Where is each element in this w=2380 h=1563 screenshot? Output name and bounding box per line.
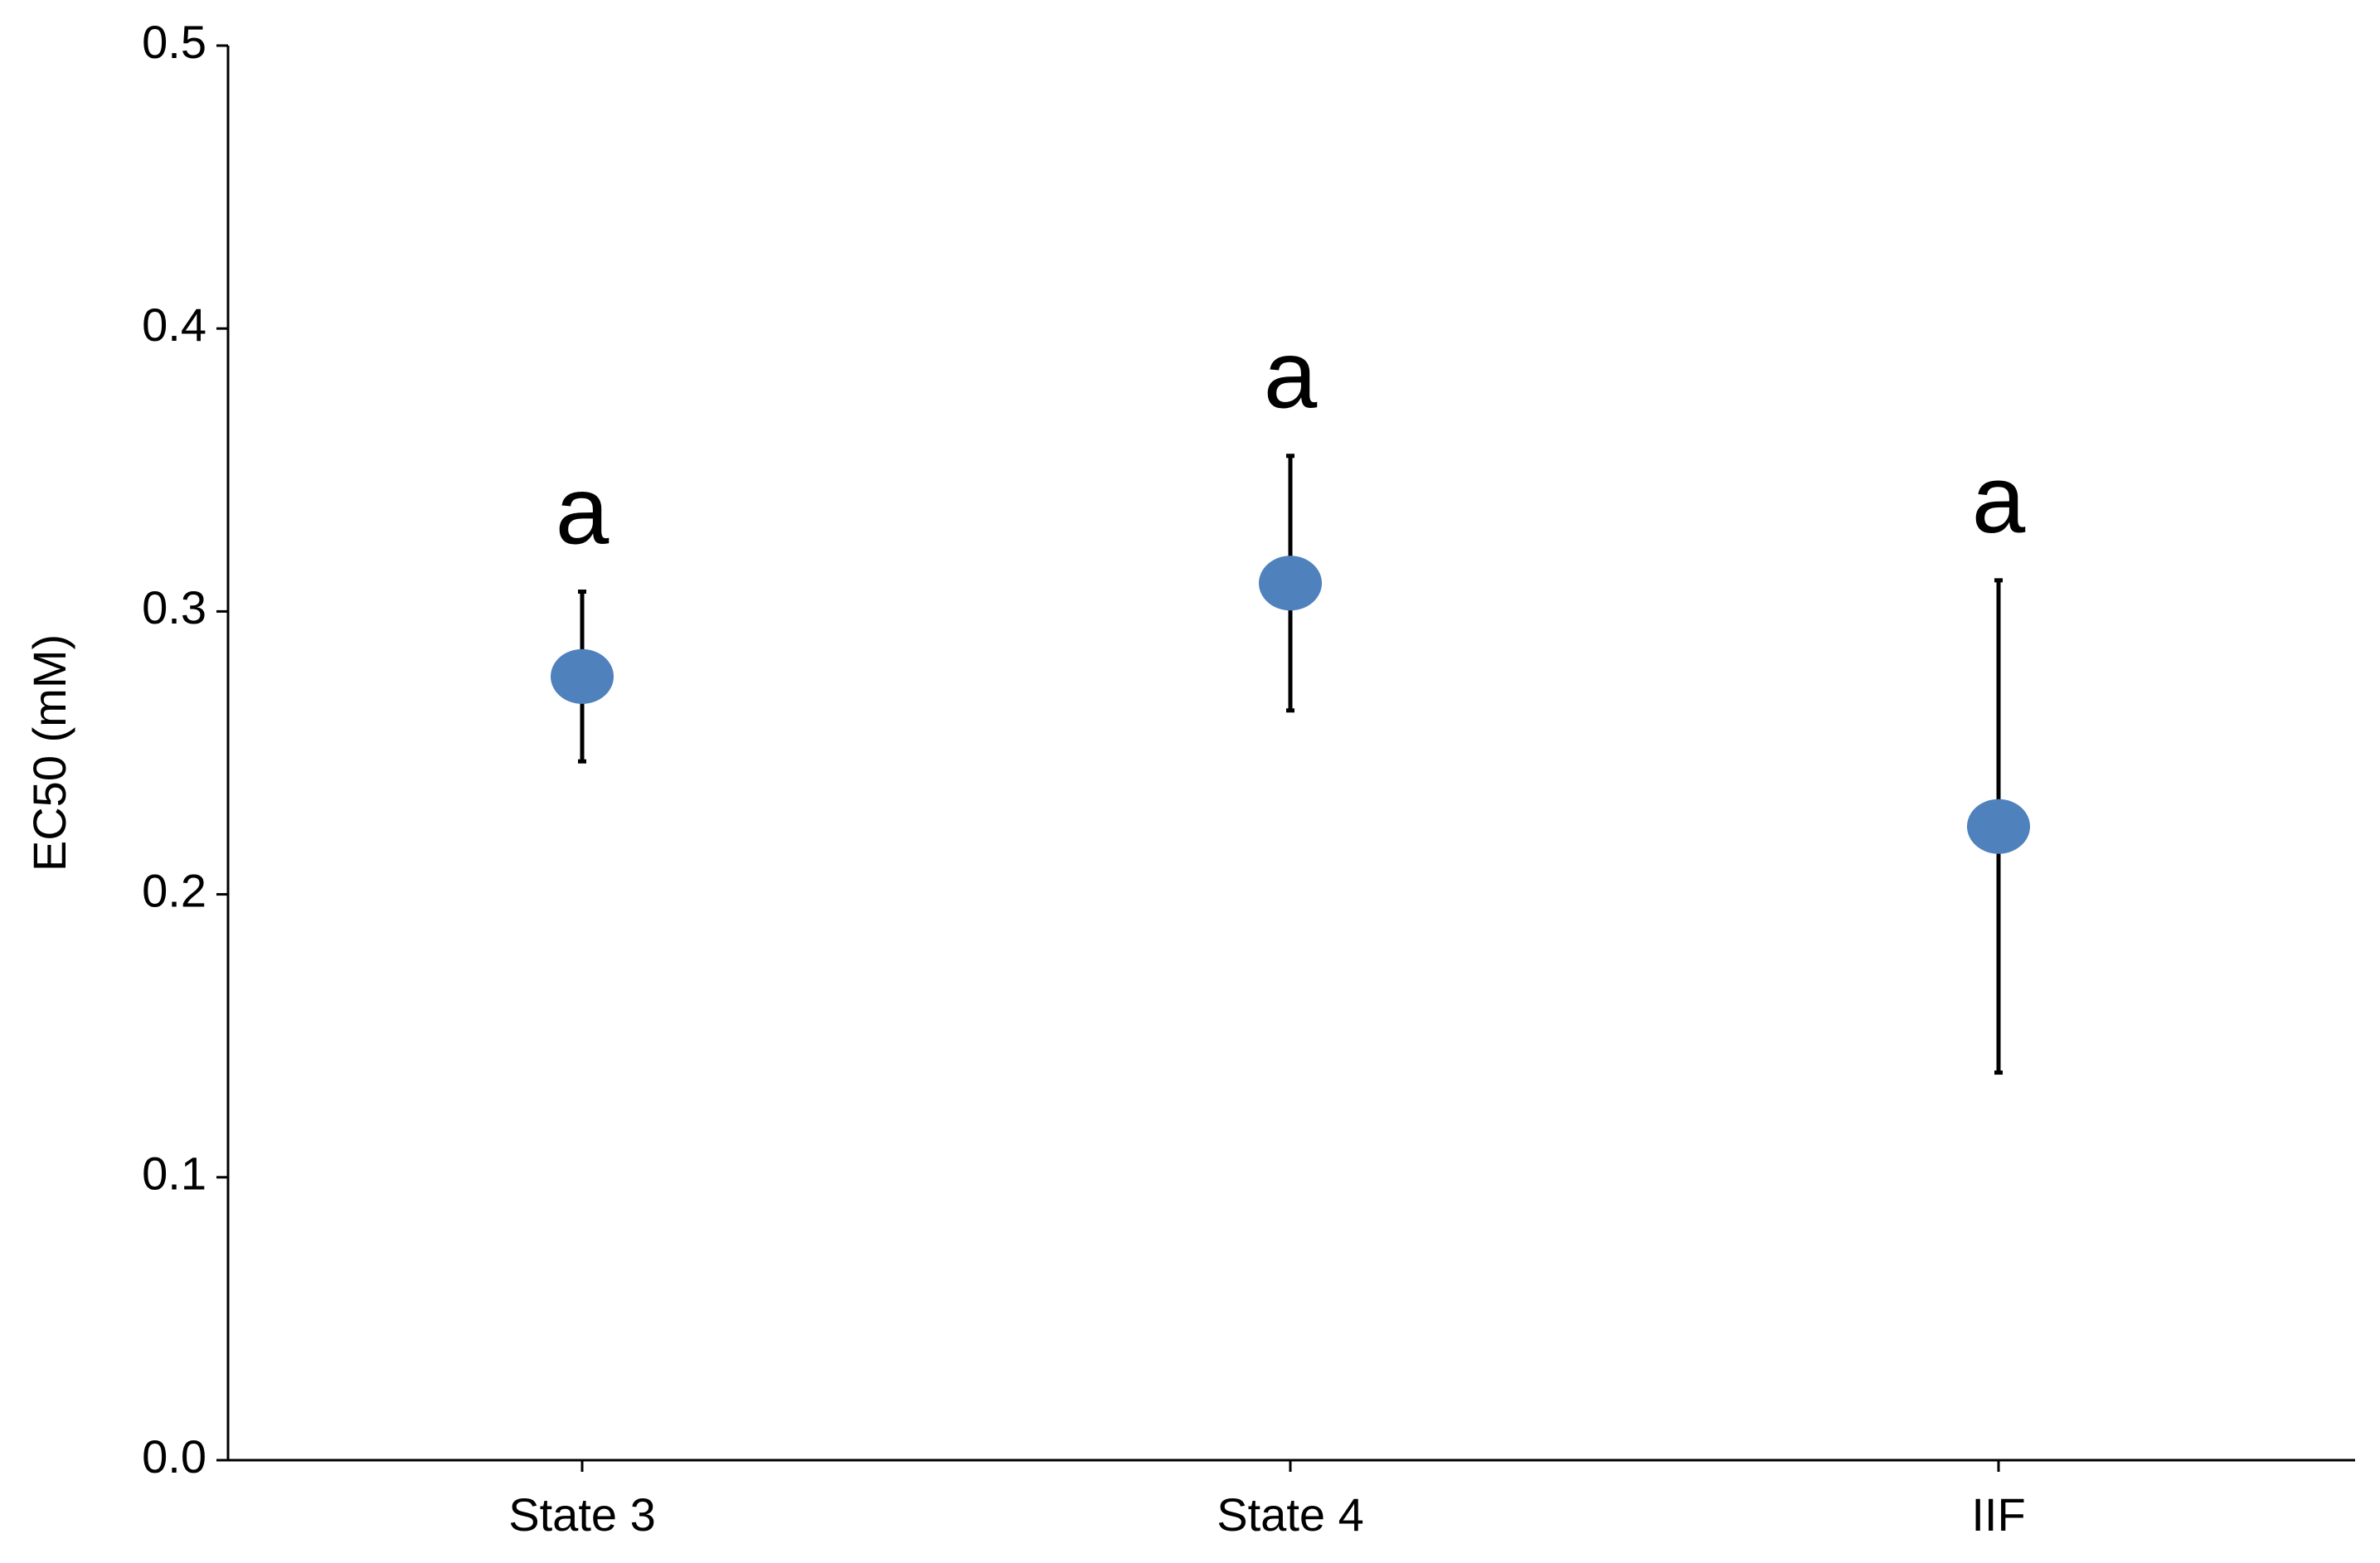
significance-label: a [1972, 445, 2026, 553]
y-tick-label: 0.4 [142, 299, 206, 351]
x-tick-label: State 3 [508, 1488, 655, 1541]
y-tick-label: 0.2 [142, 864, 206, 916]
x-tick-label: IIF [1971, 1488, 2025, 1541]
point [1967, 798, 2030, 854]
y-tick-label: 0.1 [142, 1148, 206, 1200]
y-axis-label: EC50 (mM) [23, 634, 75, 871]
point [551, 648, 614, 704]
y-tick-label: 0.5 [142, 16, 206, 68]
significance-label: a [556, 457, 610, 565]
y-tick-label: 0.3 [142, 581, 206, 633]
point [1259, 556, 1322, 611]
significance-label: a [1264, 321, 1318, 429]
y-tick-label: 0.0 [142, 1430, 206, 1483]
x-tick-label: State 4 [1217, 1488, 1363, 1541]
